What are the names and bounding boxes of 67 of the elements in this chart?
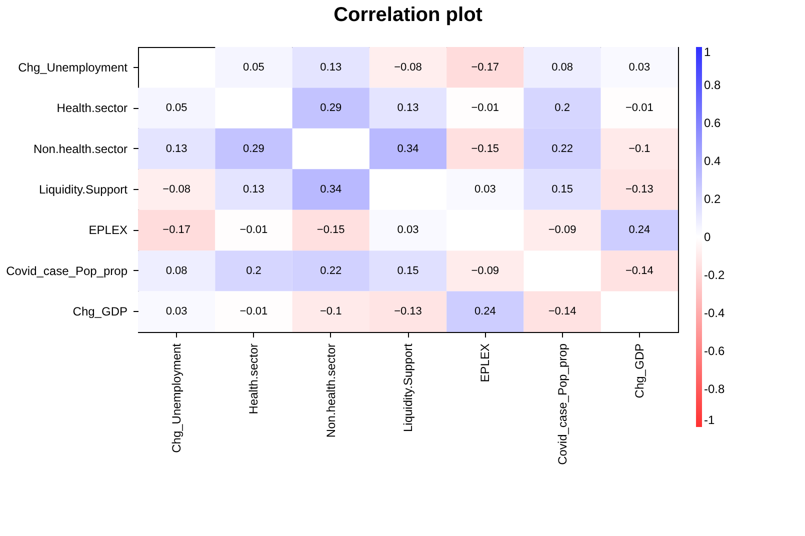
color-bar-label: 1 [704, 45, 711, 59]
data-label: −0.14 [626, 264, 654, 277]
color-bar-label: 0.8 [704, 78, 722, 92]
data-label: 0.08 [552, 61, 573, 74]
data-label: −0.1 [628, 142, 650, 155]
data-label: 0.29 [243, 142, 264, 155]
data-label: −0.15 [471, 142, 500, 155]
y-tick-label: Covid_case_Pop_prop [6, 264, 128, 278]
data-label: 0.03 [397, 224, 419, 236]
data-label: 0.22 [552, 142, 573, 155]
x-tick-label: Covid_case_Pop_prop [555, 343, 570, 465]
data-label: −0.15 [316, 224, 345, 236]
data-label: −0.14 [548, 306, 576, 318]
data-label: 0.2 [554, 102, 570, 114]
color-bar-label: -0.2 [704, 268, 726, 282]
data-label: 0.34 [320, 184, 342, 196]
data-label: −0.17 [471, 61, 500, 74]
data-label: −0.13 [394, 306, 422, 318]
data-label: 0.03 [166, 306, 188, 318]
data-label: 0.2 [246, 264, 262, 277]
color-bar-label: 0.4 [704, 154, 722, 168]
data-label: 0.05 [166, 102, 188, 114]
data-label: 0.03 [474, 184, 496, 196]
y-tick-label: Chg_Unemployment [18, 60, 128, 74]
y-tick-label: EPLEX [88, 223, 128, 238]
data-label: −0.08 [394, 61, 422, 74]
data-label: 0.03 [628, 61, 650, 74]
data-label: −0.1 [320, 306, 342, 318]
data-label: −0.01 [626, 102, 654, 114]
color-bar-label: 0.2 [704, 192, 722, 206]
data-label: −0.08 [162, 184, 190, 196]
data-label: 0.08 [166, 264, 188, 277]
color-bar-label: -0.8 [704, 382, 726, 396]
data-label: −0.01 [471, 102, 500, 114]
data-label: 0.29 [320, 102, 342, 114]
data-label: 0.24 [474, 306, 496, 318]
data-label: 0.13 [320, 61, 342, 74]
color-bar-label: 0.6 [704, 116, 722, 130]
data-label: 0.05 [243, 61, 264, 74]
x-tick-label: Health.sector [246, 344, 261, 414]
x-tick-label: EPLEX [478, 344, 492, 382]
color-bar-label: 0 [704, 230, 711, 244]
color-bar-label: -1 [704, 413, 715, 427]
x-tick-label: Chg_GDP [632, 344, 646, 398]
data-label: 0.15 [552, 184, 573, 196]
data-label: −0.13 [626, 184, 654, 196]
data-label: −0.01 [240, 224, 268, 236]
y-tick-label: Liquidity.Support [39, 182, 128, 196]
data-label: 0.13 [397, 102, 419, 114]
data-label: 0.24 [628, 224, 650, 236]
data-label: −0.09 [548, 224, 576, 236]
data-label: 0.13 [166, 142, 188, 155]
x-tick-label: Non.health.sector [324, 344, 338, 438]
y-tick-label: Chg_GDP [72, 304, 128, 319]
x-tick-label: Liquidity.Support [401, 342, 415, 432]
y-tick-label: Health.sector [56, 101, 128, 116]
data-label: 0.22 [320, 264, 342, 277]
color-bar-label: -0.4 [704, 306, 726, 320]
data-label: 0.34 [397, 142, 419, 155]
data-label: 0.13 [243, 184, 264, 196]
chart-title: Correlation plot [334, 4, 483, 26]
color-bar-label: -0.6 [704, 344, 726, 358]
data-label: −0.09 [471, 264, 500, 277]
data-label: 0.15 [397, 264, 419, 277]
data-label: −0.01 [240, 306, 268, 318]
y-tick-label: Non.health.sector [33, 142, 128, 156]
data-label: −0.17 [162, 224, 190, 236]
